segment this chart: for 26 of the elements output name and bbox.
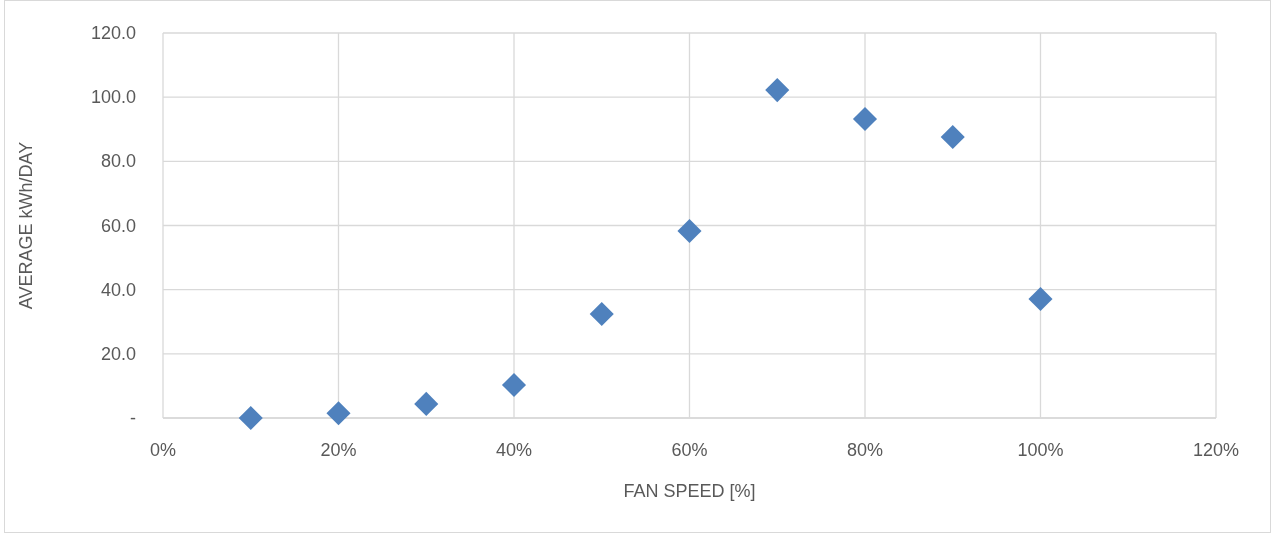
point: [677, 218, 702, 243]
x-axis-title: FAN SPEED [%]: [623, 481, 756, 501]
point: [326, 401, 351, 426]
point: [940, 124, 965, 149]
point: [1028, 286, 1053, 312]
y-tick-label: 40.0: [100, 279, 136, 300]
point: [765, 78, 790, 103]
y-tick-label: 80.0: [100, 151, 136, 172]
point: [238, 405, 263, 431]
x-tick-label: 0%: [149, 440, 177, 460]
x-tick-label: 20%: [320, 440, 357, 460]
x-tick-label: 40%: [495, 440, 533, 460]
y-tick-label: 120.0: [90, 23, 136, 43]
y-tick-label: -: [130, 408, 136, 428]
x-tick-label: 60%: [671, 440, 708, 460]
x-tick-label: 120%: [1192, 440, 1240, 460]
point: [501, 372, 527, 397]
y-tick-label: 60.0: [100, 215, 136, 236]
point: [852, 106, 878, 132]
point: [414, 391, 439, 416]
y-tick-label: 20.0: [100, 343, 136, 364]
y-axis-title: AVERAGE kWh/DAY: [16, 141, 36, 310]
x-tick-label: 100%: [1017, 440, 1064, 460]
point: [589, 302, 614, 327]
x-tick-label: 80%: [846, 440, 884, 460]
y-tick-label: 100.0: [90, 87, 136, 108]
